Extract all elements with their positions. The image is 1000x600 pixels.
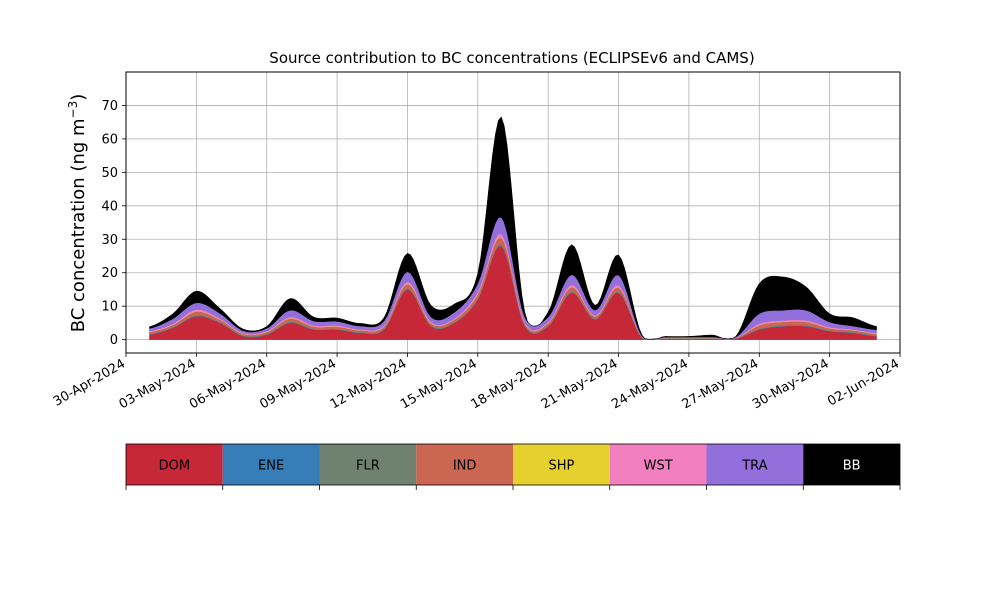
legend-label-bb: BB (843, 459, 861, 474)
legend-swatch-flr (319, 444, 417, 485)
x-tick-label: 18-May-2024 (469, 356, 551, 412)
legend-swatch-ene (222, 444, 320, 485)
area-bb (149, 116, 877, 340)
x-tick-label: 21-May-2024 (539, 356, 621, 412)
x-axis: 30-Apr-202403-May-202406-May-202409-May-… (51, 353, 902, 412)
y-tick-label: 50 (101, 166, 118, 181)
legend-swatch-wst (609, 444, 707, 485)
y-tick-label: 70 (101, 99, 118, 114)
plot-area (125, 71, 901, 354)
stacked-areas (149, 116, 877, 340)
y-axis-label: BC concentration (ng m−3) (66, 94, 89, 333)
legend-swatch-bb (803, 444, 900, 485)
x-tick-label: 09-May-2024 (257, 356, 339, 412)
y-tick-label: 20 (101, 266, 118, 281)
chart-title: Source contribution to BC concentrations… (269, 49, 754, 67)
legend-label-dom: DOM (159, 459, 190, 474)
legend-frame (125, 443, 901, 486)
legend-swatch-dom (126, 444, 223, 485)
y-axis-label-exponent: −3 (66, 101, 80, 119)
x-tick-label: 02-Jun-2024 (825, 356, 902, 409)
legend-swatch-tra (706, 444, 804, 485)
x-tick-label: 12-May-2024 (328, 356, 410, 412)
x-tick-label: 03-May-2024 (117, 356, 199, 412)
legend-label-shp: SHP (548, 459, 574, 474)
legend: DOM ENE FLR IND SHP WST TRA BB (125, 443, 901, 490)
y-tick-label: 10 (101, 300, 118, 315)
x-tick-label: 30-Apr-2024 (51, 356, 128, 409)
legend-label-tra: TRA (741, 459, 767, 474)
y-axis: 0 10 20 30 40 50 60 70 (101, 99, 126, 348)
y-tick-label: 40 (101, 199, 118, 214)
plot-frame (125, 71, 901, 354)
legend-swatch-shp (513, 444, 610, 485)
legend-label-ind: IND (453, 459, 477, 474)
legend-swatch-ind (416, 444, 513, 485)
x-tick-label: 06-May-2024 (187, 356, 269, 412)
y-tick-label: 30 (101, 233, 118, 248)
legend-label-flr: FLR (356, 459, 380, 474)
x-tick-label: 24-May-2024 (609, 356, 691, 412)
y-axis-label-close: ) (68, 94, 89, 101)
legend-label-ene: ENE (258, 459, 284, 474)
y-axis-label-main: BC concentration (ng m (68, 118, 89, 332)
legend-label-wst: WST (644, 459, 673, 474)
y-tick-label: 60 (101, 132, 118, 147)
y-tick-label: 0 (110, 333, 118, 348)
x-tick-label: 30-May-2024 (750, 356, 832, 412)
x-tick-label: 15-May-2024 (398, 356, 480, 412)
x-tick-label: 27-May-2024 (680, 356, 762, 412)
